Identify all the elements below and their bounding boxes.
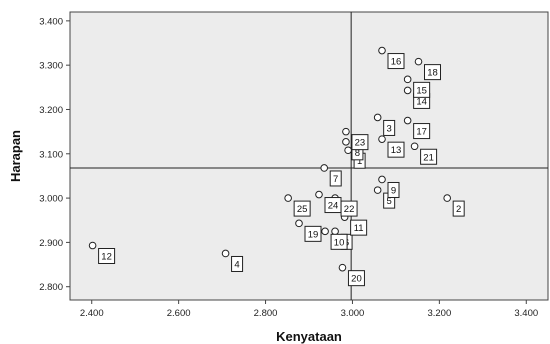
point-label: 16 — [391, 57, 402, 68]
data-point — [331, 227, 339, 236]
y-tick-label: 3.100 — [39, 149, 63, 160]
point-label: 18 — [427, 68, 438, 79]
point-label-box — [231, 255, 244, 272]
point-label: 1 — [357, 156, 362, 167]
data-point — [378, 135, 386, 143]
point-label-box — [387, 141, 405, 158]
x-tick-label: 3.400 — [514, 308, 538, 319]
point-label: 21 — [423, 152, 434, 163]
data-point — [414, 57, 423, 66]
point-label: 15 — [416, 85, 427, 96]
x-axis: 2.400 2.600 2.800 3.000 3.200 3.400 — [80, 300, 538, 319]
data-point — [295, 219, 303, 228]
point-label: 20 — [351, 274, 362, 285]
point-label-box — [347, 270, 365, 287]
x-tick-label: 2.600 — [167, 308, 191, 319]
point-label-box — [351, 134, 369, 151]
point-label-box — [329, 170, 342, 187]
x-tick-label: 3.200 — [427, 308, 451, 319]
data-point — [320, 164, 329, 172]
data-point — [410, 142, 419, 151]
point-label: 7 — [333, 174, 338, 185]
data-point — [344, 146, 352, 155]
point-label: 13 — [391, 145, 402, 156]
point-label: 17 — [416, 127, 427, 138]
data-point — [373, 113, 382, 122]
x-tick-label: 2.800 — [254, 308, 278, 319]
data-points: 1234567891011121314151617181920212223242… — [88, 46, 465, 287]
point-label: 5 — [387, 196, 392, 207]
x-axis-title: Kenyataan — [276, 329, 342, 344]
point-label-box — [387, 53, 405, 70]
y-tick-label: 3.200 — [39, 105, 63, 116]
x-tick-label: 3.000 — [341, 308, 365, 319]
y-tick-label: 2.800 — [39, 282, 63, 293]
point-label-box — [387, 181, 400, 198]
data-point — [403, 75, 412, 84]
point-label: 11 — [354, 223, 364, 234]
point-label: 14 — [416, 96, 427, 107]
data-point — [403, 116, 412, 125]
point-label-box — [413, 123, 431, 140]
y-axis: 2.800 2.900 3.000 3.100 3.200 3.300 3.400 — [39, 16, 70, 293]
data-point — [378, 175, 386, 184]
y-tick-label: 3.300 — [39, 61, 63, 72]
point-label: 24 — [328, 201, 339, 212]
point-label-box — [324, 197, 342, 214]
point-label: 3 — [387, 123, 392, 134]
data-point — [403, 86, 412, 95]
plot-area — [69, 11, 549, 301]
point-label-box — [304, 225, 322, 242]
data-point — [373, 186, 382, 194]
point-label-box — [330, 233, 348, 250]
data-point — [321, 227, 329, 236]
y-tick-label: 2.900 — [39, 238, 63, 249]
data-point — [342, 127, 350, 136]
point-label-box — [293, 200, 311, 217]
x-tick-label: 2.400 — [80, 308, 104, 319]
point-label: 12 — [101, 252, 112, 263]
point-label-box — [424, 64, 442, 81]
y-axis-title: Harapan — [8, 130, 23, 182]
point-label-box — [413, 81, 431, 98]
data-point — [88, 241, 97, 250]
point-label: 2 — [456, 204, 461, 215]
data-point — [315, 190, 323, 199]
data-point — [284, 194, 292, 202]
point-label: 9 — [391, 185, 396, 196]
point-label: 19 — [308, 229, 319, 240]
point-label-box — [452, 200, 465, 217]
point-label-box — [350, 219, 368, 236]
data-point — [378, 46, 386, 55]
point-label-box — [383, 119, 396, 136]
data-point — [342, 138, 350, 146]
data-point — [443, 194, 451, 202]
point-label: 23 — [355, 138, 366, 149]
point-label: 22 — [344, 204, 355, 215]
point-label-box — [98, 248, 116, 265]
data-point — [338, 263, 347, 272]
point-label: 8 — [355, 148, 360, 159]
point-label: 10 — [334, 237, 345, 248]
data-point — [221, 249, 230, 258]
point-label: 25 — [297, 204, 308, 215]
point-label-box — [420, 148, 438, 165]
y-tick-label: 3.400 — [39, 16, 63, 27]
reference-lines — [70, 12, 548, 300]
y-tick-label: 3.000 — [39, 194, 63, 205]
point-label: 4 — [234, 259, 239, 270]
